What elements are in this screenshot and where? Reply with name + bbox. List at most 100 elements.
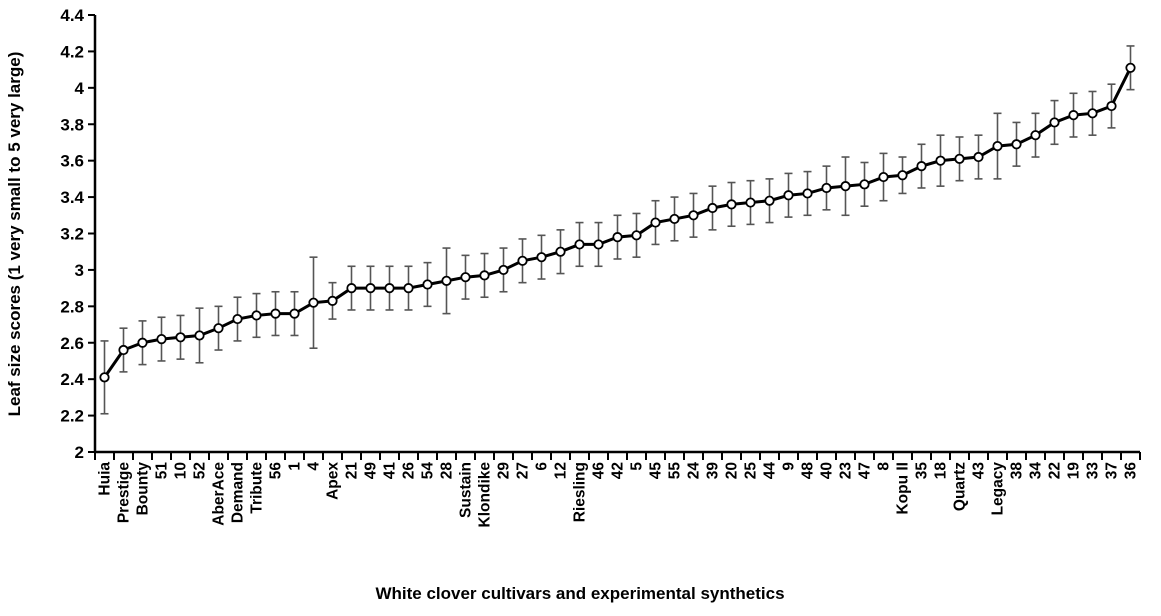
x-tick-label: 20 <box>724 462 741 479</box>
x-tick-label: 51 <box>154 462 171 480</box>
x-tick-label: 25 <box>743 462 760 480</box>
x-tick-label: 55 <box>667 462 684 480</box>
x-tick-label: 21 <box>344 462 361 480</box>
x-tick-label: 56 <box>268 462 285 480</box>
y-tick-label: 3.6 <box>60 152 84 171</box>
x-tick-label: 42 <box>610 462 627 479</box>
x-tick-label: 46 <box>591 462 608 480</box>
data-point <box>232 313 243 325</box>
x-tick-label: 40 <box>819 462 836 479</box>
data-point <box>954 153 965 164</box>
x-tick-label: 38 <box>1009 462 1026 480</box>
x-tick-label: 39 <box>705 462 722 480</box>
data-point <box>536 252 547 263</box>
x-tick-label: 1 <box>287 462 304 471</box>
data-point <box>707 202 718 214</box>
x-tick-label: 6 <box>534 462 551 471</box>
x-tick-label: 29 <box>496 462 513 480</box>
y-tick-label: 2.8 <box>60 297 84 316</box>
data-point <box>327 295 338 306</box>
y-tick-label: 4 <box>75 79 85 98</box>
data-point <box>118 344 129 356</box>
data-point <box>479 270 490 281</box>
x-tick-label: Legacy <box>990 462 1007 516</box>
x-tick-label: 4 <box>306 462 323 471</box>
x-tick-label: 19 <box>1066 462 1083 480</box>
y-tick-label: 3.8 <box>60 115 84 134</box>
x-axis-title: White clover cultivars and experimental … <box>375 584 784 603</box>
x-tick-label: 27 <box>515 462 532 479</box>
data-point <box>460 272 471 283</box>
data-point <box>517 255 528 266</box>
x-tick-label: 43 <box>971 462 988 480</box>
data-point <box>422 279 433 290</box>
data-point <box>1049 117 1060 128</box>
data-point <box>99 372 110 383</box>
data-point <box>593 239 604 250</box>
x-tick-label: 26 <box>401 462 418 480</box>
x-tick-label: 23 <box>838 462 855 480</box>
x-tick-label: AberAce <box>211 462 228 526</box>
x-tick-label: 9 <box>781 462 798 471</box>
data-point <box>878 171 889 183</box>
data-point <box>1011 139 1022 150</box>
x-tick-label: Apex <box>325 462 342 500</box>
data-point <box>992 141 1003 152</box>
data-point <box>213 323 224 334</box>
data-point <box>346 283 357 294</box>
x-tick-label: 18 <box>933 462 950 480</box>
x-tick-label: 37 <box>1104 462 1121 479</box>
data-point <box>403 283 414 294</box>
data-point <box>745 197 756 208</box>
x-tick-label: Prestige <box>116 462 133 524</box>
data-point <box>650 217 661 228</box>
x-tick-label: 33 <box>1085 462 1102 480</box>
data-point <box>175 332 186 343</box>
x-tick-label: 22 <box>1047 462 1064 479</box>
x-tick-label: Riesling <box>572 462 589 522</box>
data-point <box>441 275 452 286</box>
y-axis-title: Leaf size scores (1 very small to 5 very… <box>5 52 24 417</box>
data-point <box>555 246 566 257</box>
x-tick-label: 28 <box>439 462 456 480</box>
x-tick-label: 54 <box>420 462 437 480</box>
data-point <box>973 151 984 163</box>
x-tick-label: Sustain <box>458 462 475 518</box>
data-point <box>1106 100 1117 112</box>
data-point <box>251 310 262 321</box>
x-tick-label: 34 <box>1028 462 1045 480</box>
data-point <box>688 210 699 221</box>
data-point <box>783 190 794 201</box>
data-point <box>156 334 167 345</box>
y-tick-label: 3 <box>75 261 84 280</box>
data-point <box>384 283 395 294</box>
data-point <box>308 297 319 308</box>
x-tick-label: 49 <box>363 462 380 480</box>
data-point <box>1087 108 1098 119</box>
data-point <box>802 188 813 199</box>
data-point <box>498 264 509 276</box>
x-tick-label: 10 <box>173 462 190 479</box>
data-point <box>574 239 585 250</box>
data-point <box>764 195 775 206</box>
data-point <box>631 230 642 241</box>
y-tick-label: 4.4 <box>60 6 84 25</box>
data-point <box>365 283 376 294</box>
data-point <box>1030 130 1041 141</box>
data-point <box>669 213 680 225</box>
data-point <box>289 308 300 319</box>
y-tick-label: 3.2 <box>60 225 84 244</box>
data-point <box>840 181 851 192</box>
data-point <box>1068 110 1079 121</box>
x-tick-label: Tribute <box>249 462 266 514</box>
x-tick-label: 24 <box>686 462 703 480</box>
data-point <box>194 330 205 341</box>
data-point <box>1125 62 1136 73</box>
x-tick-label: 45 <box>648 462 665 480</box>
x-tick-label: 48 <box>800 462 817 480</box>
x-tick-label: Demand <box>230 462 247 523</box>
x-tick-label: 8 <box>876 462 893 471</box>
data-point <box>859 179 870 190</box>
